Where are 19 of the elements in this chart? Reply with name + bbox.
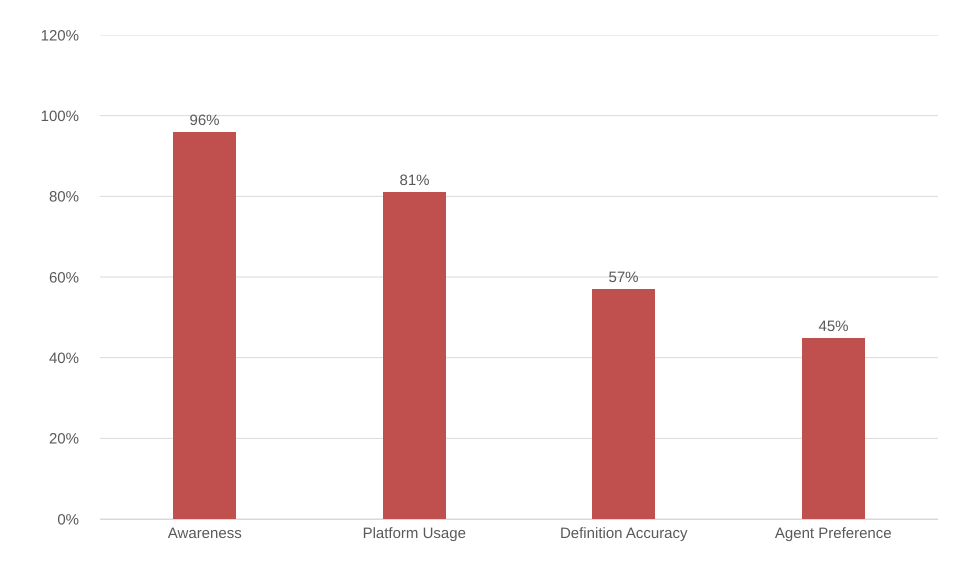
- x-tick-label: Platform Usage: [362, 525, 466, 542]
- y-tick-label: 60%: [48, 269, 79, 286]
- data-label: 57%: [608, 269, 639, 286]
- bar: [592, 289, 655, 519]
- x-tick-label: Agent Preference: [774, 525, 892, 542]
- y-tick-label: 80%: [48, 188, 79, 206]
- bar: [173, 132, 236, 519]
- bar: [383, 192, 446, 519]
- y-tick-label: 100%: [40, 108, 79, 125]
- y-tick-label: 20%: [48, 430, 79, 448]
- data-label: 96%: [189, 112, 220, 129]
- data-label: 45%: [818, 318, 849, 335]
- data-label: 81%: [399, 172, 430, 189]
- x-tick-label: Awareness: [168, 525, 242, 542]
- y-tick-label: 120%: [40, 27, 79, 44]
- bar: [802, 338, 865, 519]
- y-tick-label: 40%: [48, 350, 79, 367]
- x-tick-label: Definition Accuracy: [560, 525, 688, 542]
- y-tick-label: 0%: [57, 511, 79, 528]
